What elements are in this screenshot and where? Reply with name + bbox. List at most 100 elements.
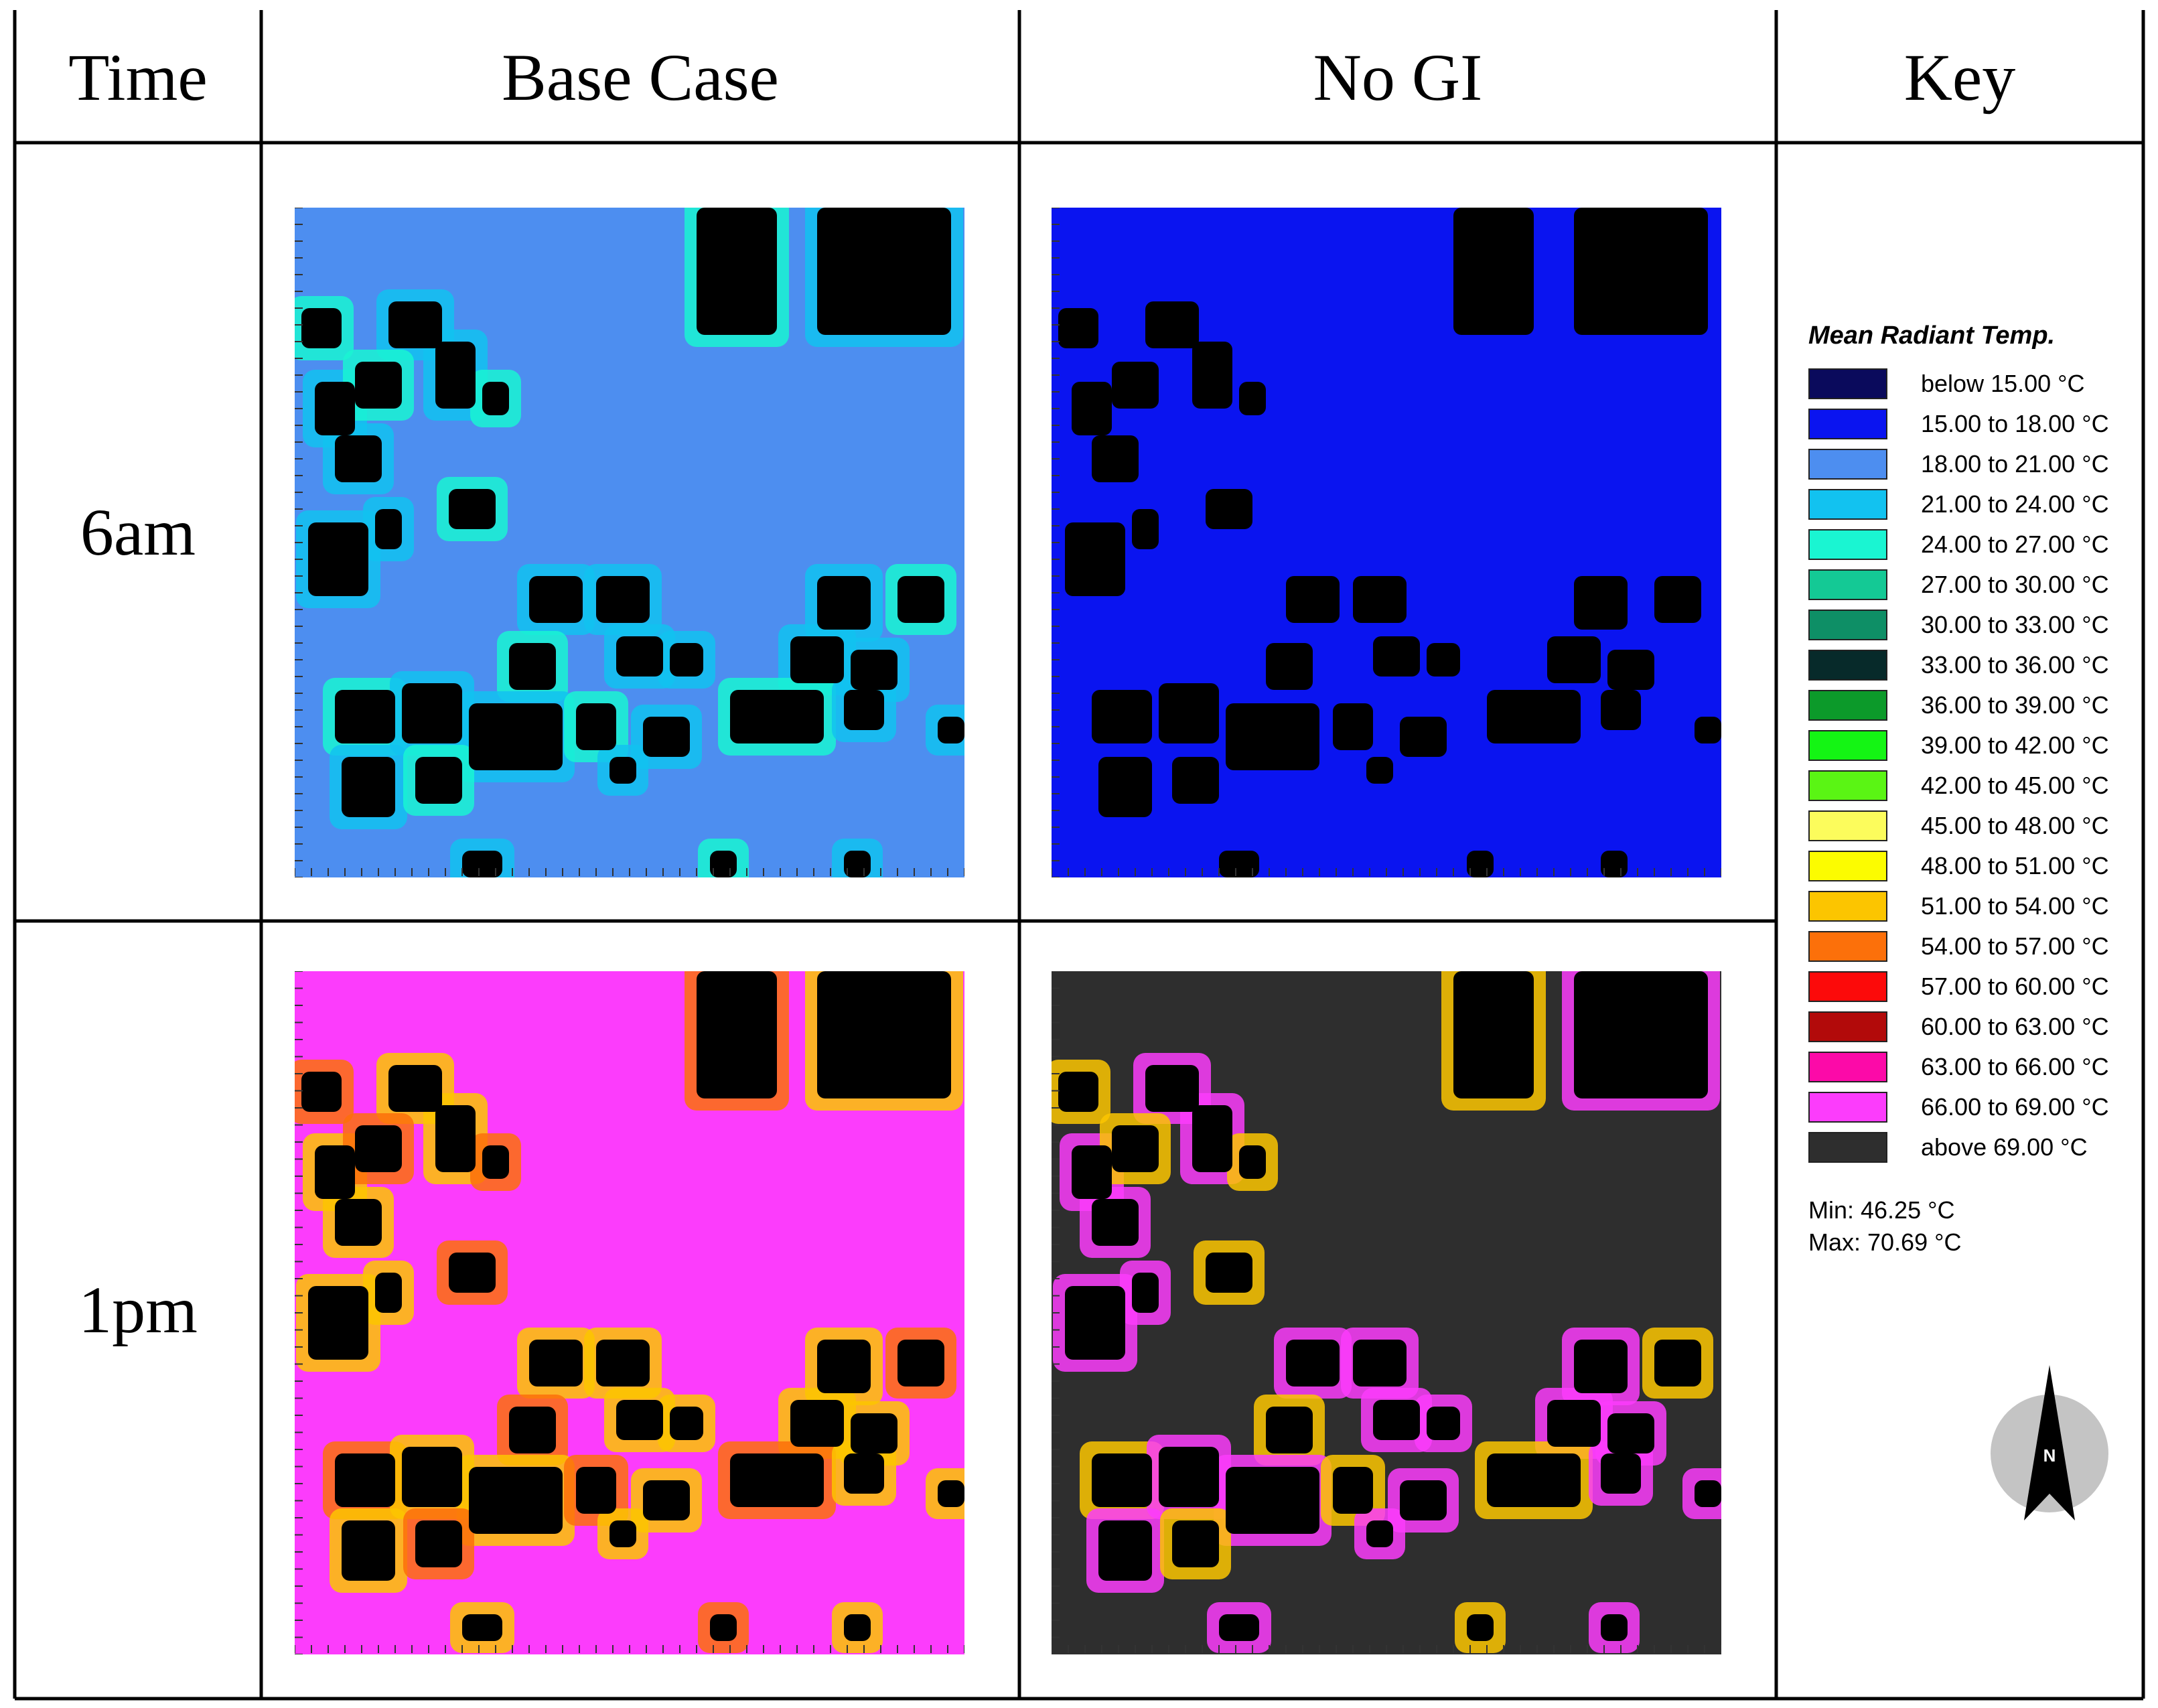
north-arrow-icon: N [1991, 1365, 2108, 1520]
building-footprint [1373, 1400, 1420, 1440]
building-footprint [576, 703, 616, 750]
building-footprint [1132, 1273, 1159, 1313]
legend-swatch [1808, 851, 1887, 881]
building-footprint [1695, 1480, 1721, 1507]
building-footprint [1373, 636, 1420, 677]
building-footprint [1206, 1253, 1252, 1293]
building-footprint [643, 1480, 690, 1520]
building-footprint [301, 308, 342, 348]
building-footprint [415, 757, 462, 804]
legend-item: 27.00 to 30.00 °C [1808, 565, 2130, 605]
building-footprint [596, 576, 650, 623]
legend-item: 51.00 to 54.00 °C [1808, 886, 2130, 926]
building-footprint [402, 1447, 462, 1507]
building-footprint [790, 636, 844, 683]
building-footprint [1453, 971, 1534, 1098]
building-footprint [435, 1105, 476, 1172]
building-footprint [670, 643, 703, 677]
building-footprint [1145, 301, 1199, 348]
building-footprint [355, 1125, 402, 1172]
legend-label: 18.00 to 21.00 °C [1921, 450, 2109, 478]
building-footprint [1547, 636, 1601, 683]
building-footprint [851, 1413, 897, 1453]
building-footprint [375, 1273, 402, 1313]
header-no-gi: No GI [1313, 40, 1483, 115]
building-footprint [1065, 1286, 1125, 1360]
legend-swatch [1808, 650, 1887, 681]
legend-item: below 15.00 °C [1808, 364, 2130, 404]
building-footprint [851, 650, 897, 690]
legend-item: 21.00 to 24.00 °C [1808, 484, 2130, 524]
building-footprint [1467, 1614, 1494, 1641]
building-footprint [1353, 576, 1407, 623]
building-footprint [609, 757, 636, 784]
building-footprint [1487, 690, 1581, 743]
legend-label: 66.00 to 69.00 °C [1921, 1093, 2109, 1121]
legend-title: Mean Radiant Temp. [1808, 322, 2056, 350]
building-footprint [670, 1407, 703, 1440]
building-footprint [482, 1145, 509, 1179]
row-label-6am: 6am [80, 494, 196, 569]
building-footprint [1145, 1065, 1199, 1112]
building-footprint [1172, 757, 1219, 804]
legend-swatch [1808, 770, 1887, 801]
legend-label: 45.00 to 48.00 °C [1921, 812, 2109, 839]
building-footprint [1607, 650, 1654, 690]
building-footprint [938, 717, 964, 743]
building-footprint [1192, 1105, 1232, 1172]
building-footprint [616, 636, 663, 677]
legend-swatch [1808, 931, 1887, 962]
legend-label: 63.00 to 66.00 °C [1921, 1053, 2109, 1080]
building-footprint [1226, 1467, 1319, 1534]
legend-swatch [1808, 810, 1887, 841]
building-footprint [1286, 576, 1340, 623]
map-base-case-6am [295, 208, 964, 877]
legend-swatch [1808, 971, 1887, 1002]
building-footprint [1654, 576, 1701, 623]
building-footprint [335, 1453, 395, 1507]
building-footprint [529, 1340, 583, 1386]
building-footprint [1159, 683, 1219, 743]
building-footprint [817, 208, 951, 335]
building-footprint [355, 362, 402, 409]
legend-min: Min: 46.25 °C [1808, 1196, 1955, 1224]
building-footprint [1192, 342, 1232, 409]
building-footprint [1607, 1413, 1654, 1453]
building-footprint [1098, 757, 1152, 817]
building-footprint [1239, 382, 1266, 415]
legend-label: above 69.00 °C [1921, 1133, 2088, 1161]
building-footprint [1226, 703, 1319, 770]
legend-item: 60.00 to 63.00 °C [1808, 1007, 2130, 1047]
header-time: Time [68, 40, 208, 115]
building-footprint [1695, 717, 1721, 743]
building-footprint [1487, 1453, 1581, 1507]
building-footprint [1601, 1614, 1628, 1641]
building-footprint [938, 1480, 964, 1507]
legend-item: 33.00 to 36.00 °C [1808, 645, 2130, 685]
building-footprint [1547, 1400, 1601, 1447]
building-footprint [1058, 1072, 1098, 1112]
building-footprint [1574, 1340, 1628, 1393]
legend-swatch [1808, 529, 1887, 560]
legend-item: 30.00 to 33.00 °C [1808, 605, 2130, 645]
building-footprint [1601, 690, 1641, 730]
legend-label: 51.00 to 54.00 °C [1921, 892, 2109, 920]
building-footprint [710, 1614, 737, 1641]
map-axis-ticks [295, 208, 964, 877]
legend-swatch [1808, 368, 1887, 399]
legend-item: 36.00 to 39.00 °C [1808, 685, 2130, 725]
building-footprint [844, 690, 884, 730]
legend-swatch [1808, 690, 1887, 721]
building-footprint [1366, 1520, 1393, 1547]
legend-item: 15.00 to 18.00 °C [1808, 404, 2130, 444]
legend-items: below 15.00 °C 15.00 to 18.00 °C 18.00 to … [1808, 364, 2130, 1167]
building-footprint [1453, 208, 1534, 335]
building-footprint [1654, 1340, 1701, 1386]
building-footprint [576, 1467, 616, 1514]
legend-item: 66.00 to 69.00 °C [1808, 1087, 2130, 1127]
building-footprint [388, 301, 442, 348]
building-footprint [415, 1520, 462, 1567]
building-footprint [388, 1065, 442, 1112]
building-footprint [469, 703, 563, 770]
